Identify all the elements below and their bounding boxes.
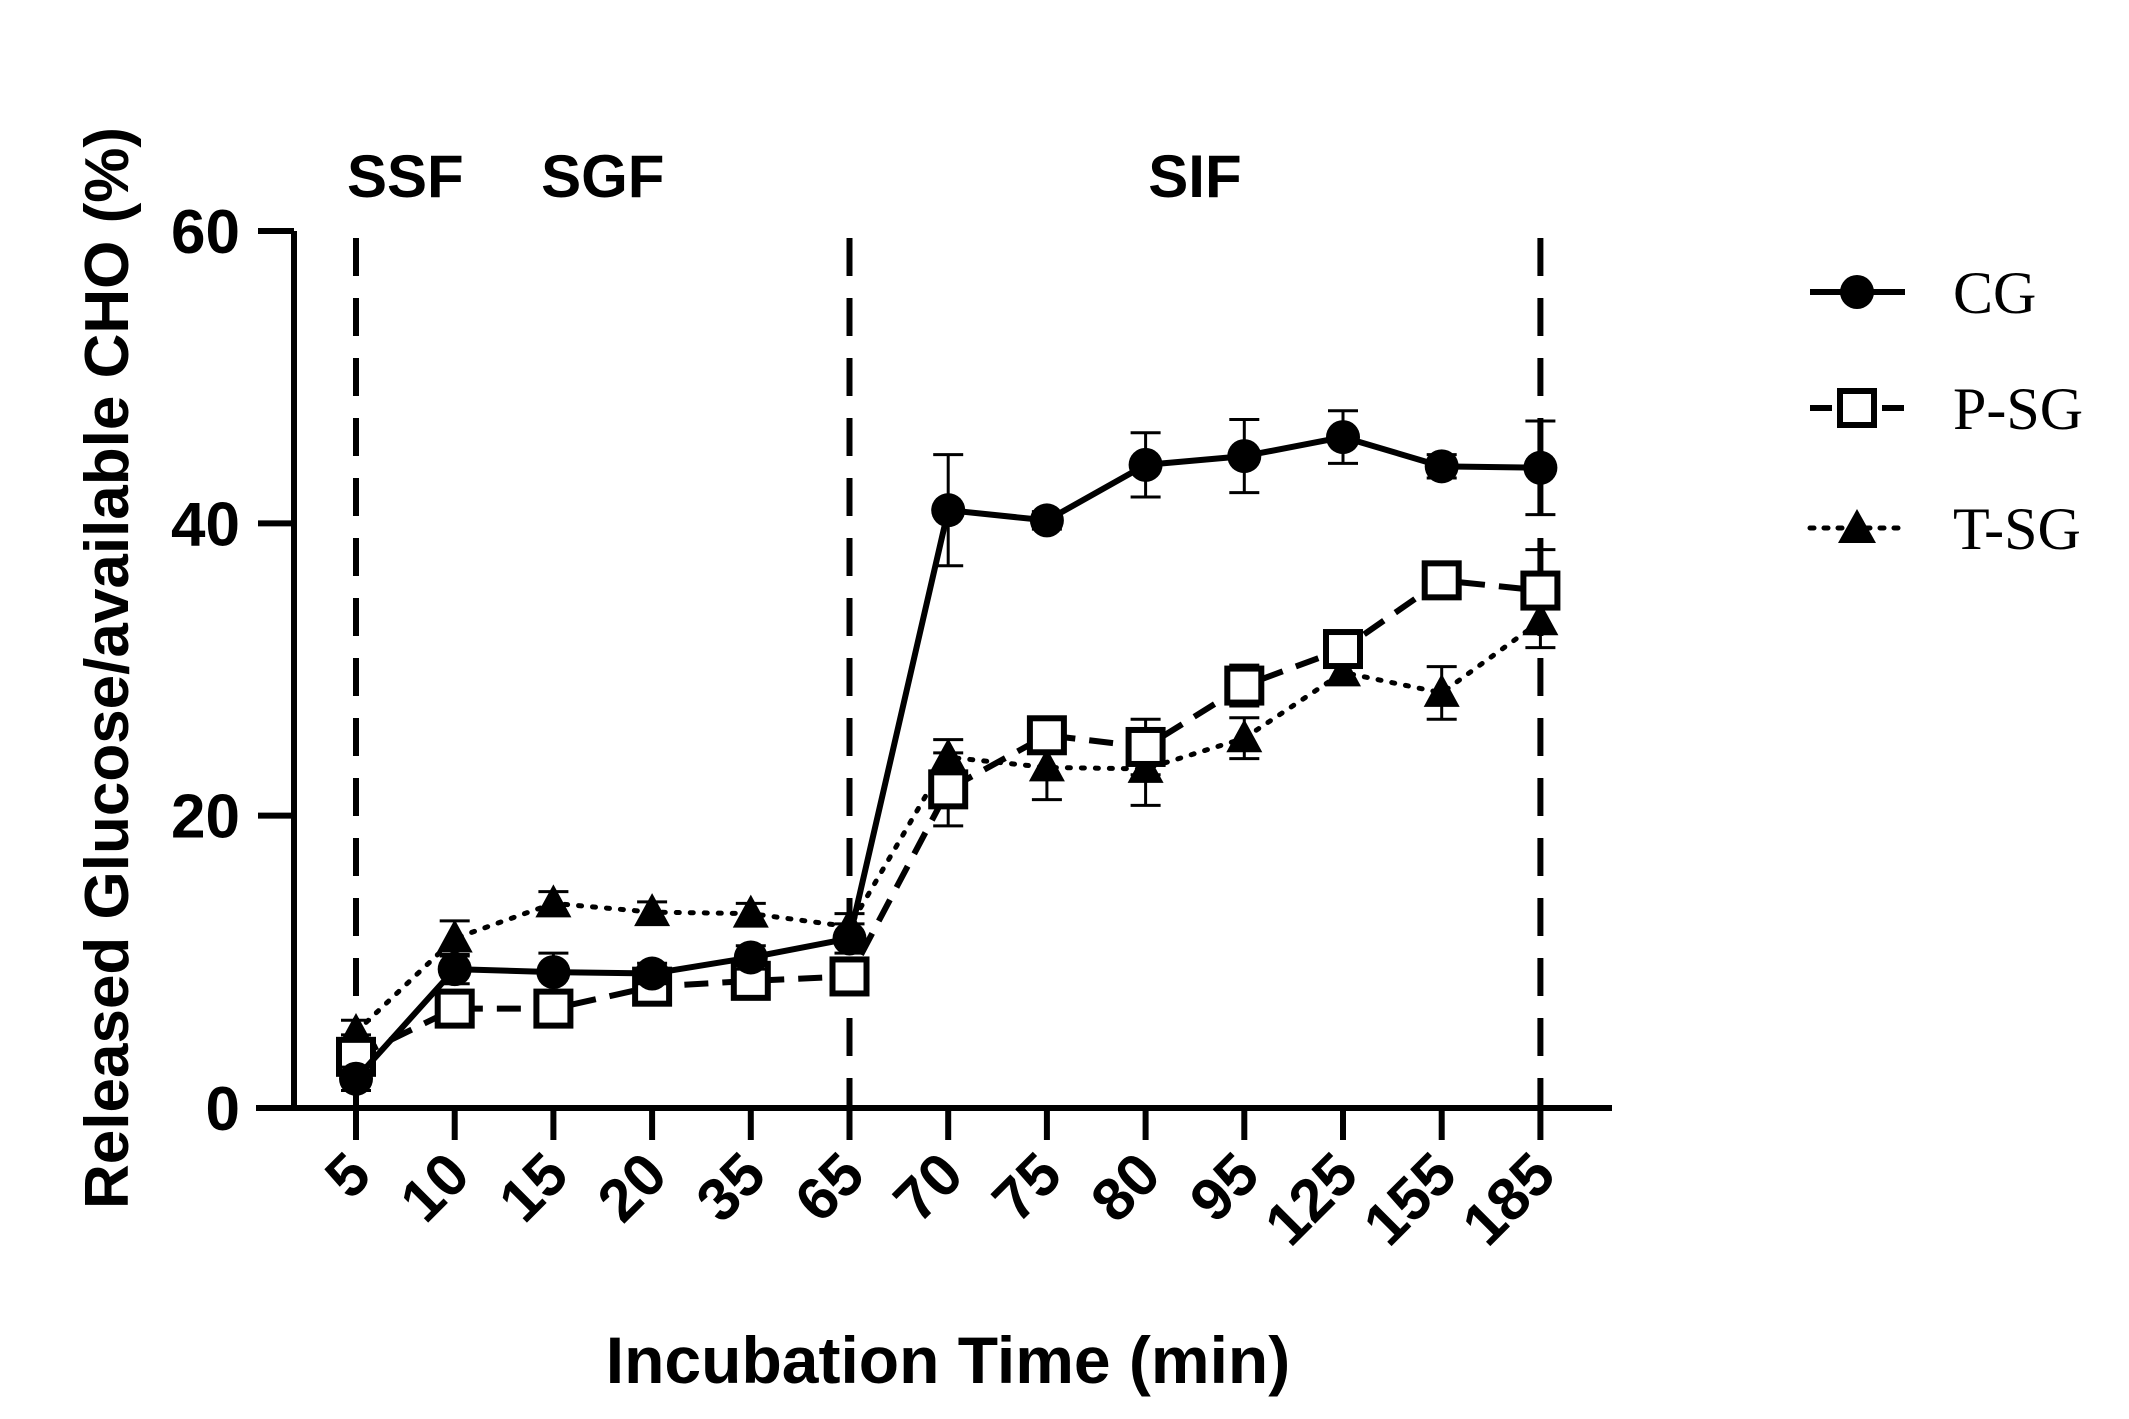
point-tsg: [535, 884, 572, 918]
phase-label: SGF: [541, 143, 664, 210]
point-tsg: [634, 893, 671, 927]
phase-lines: [353, 238, 1544, 1106]
x-tick-label: 125: [1252, 1140, 1370, 1258]
point-cg: [832, 921, 867, 956]
legend-label-psg: P-SG: [1953, 376, 2083, 442]
point-psg: [533, 988, 574, 1029]
y-tick-label: 20: [171, 783, 240, 852]
x-tick-label: 95: [1177, 1140, 1272, 1235]
point-cg: [536, 955, 571, 990]
point-psg: [829, 956, 870, 997]
point-psg: [1125, 726, 1166, 767]
phase-label: SIF: [1148, 143, 1241, 210]
point-tsg: [1226, 719, 1263, 753]
legend: CG P-SG T-SG: [1807, 260, 2083, 562]
series-cg: [339, 409, 1558, 1096]
point-cg: [1326, 420, 1360, 455]
legend-entry-cg: CG: [1810, 260, 2036, 326]
point-cg: [437, 952, 472, 987]
point-tsg: [732, 894, 769, 928]
point-psg: [1520, 570, 1561, 611]
legend-entry-tsg: T-SG: [1807, 496, 2081, 562]
y-tick-label: 40: [171, 490, 240, 559]
x-tick-label: 15: [486, 1140, 581, 1235]
point-cg: [1523, 450, 1558, 485]
y-ticks: 0 20 40 60: [171, 198, 294, 1144]
point-cg: [635, 956, 670, 991]
point-cg: [1227, 439, 1262, 474]
y-tick-label: 0: [206, 1075, 240, 1144]
point-cg: [1128, 447, 1163, 482]
point-tsg: [436, 919, 473, 953]
phase-label: SSF: [347, 143, 464, 210]
point-psg: [928, 769, 969, 810]
legend-label-cg: CG: [1953, 260, 2036, 326]
point-psg: [1224, 665, 1265, 706]
x-tick-label: 75: [980, 1140, 1075, 1235]
point-cg: [1424, 449, 1459, 484]
point-psg: [1323, 629, 1363, 670]
x-tick-label: 5: [312, 1140, 383, 1211]
phase-labels: SSF SGF SIF: [347, 143, 1242, 210]
point-tsg: [1028, 748, 1065, 782]
x-tick-label: 155: [1351, 1140, 1469, 1258]
x-tick-label: 185: [1449, 1140, 1567, 1258]
legend-entry-psg: P-SG: [1810, 376, 2083, 442]
x-tick-label: 80: [1078, 1140, 1173, 1235]
x-tick-label: 70: [881, 1140, 976, 1235]
point-psg: [1421, 560, 1462, 601]
x-axis-title: Incubation Time (min): [606, 1323, 1290, 1397]
y-tick-label: 60: [171, 198, 240, 267]
point-psg: [434, 988, 475, 1029]
legend-label-tsg: T-SG: [1953, 496, 2081, 562]
legend-marker-psg: [1837, 388, 1877, 428]
point-tsg: [1423, 673, 1460, 707]
point-tsg: [1325, 653, 1361, 687]
x-tick-label: 10: [387, 1140, 482, 1235]
x-tick-label: 65: [782, 1140, 877, 1235]
point-cg: [733, 940, 768, 975]
series-psg: [336, 548, 1561, 1081]
y-axis-title: Released Glucose/available CHO (%): [73, 127, 142, 1209]
legend-marker-cg: [1840, 275, 1874, 309]
point-cg: [1029, 503, 1064, 538]
x-tick-label: 20: [585, 1140, 680, 1235]
point-cg: [339, 1061, 373, 1096]
x-tick-label: 35: [683, 1140, 778, 1235]
point-cg: [931, 493, 966, 528]
legend-marker-tsg: [1838, 509, 1876, 543]
point-psg: [1026, 715, 1067, 756]
series-layer: [336, 409, 1561, 1096]
